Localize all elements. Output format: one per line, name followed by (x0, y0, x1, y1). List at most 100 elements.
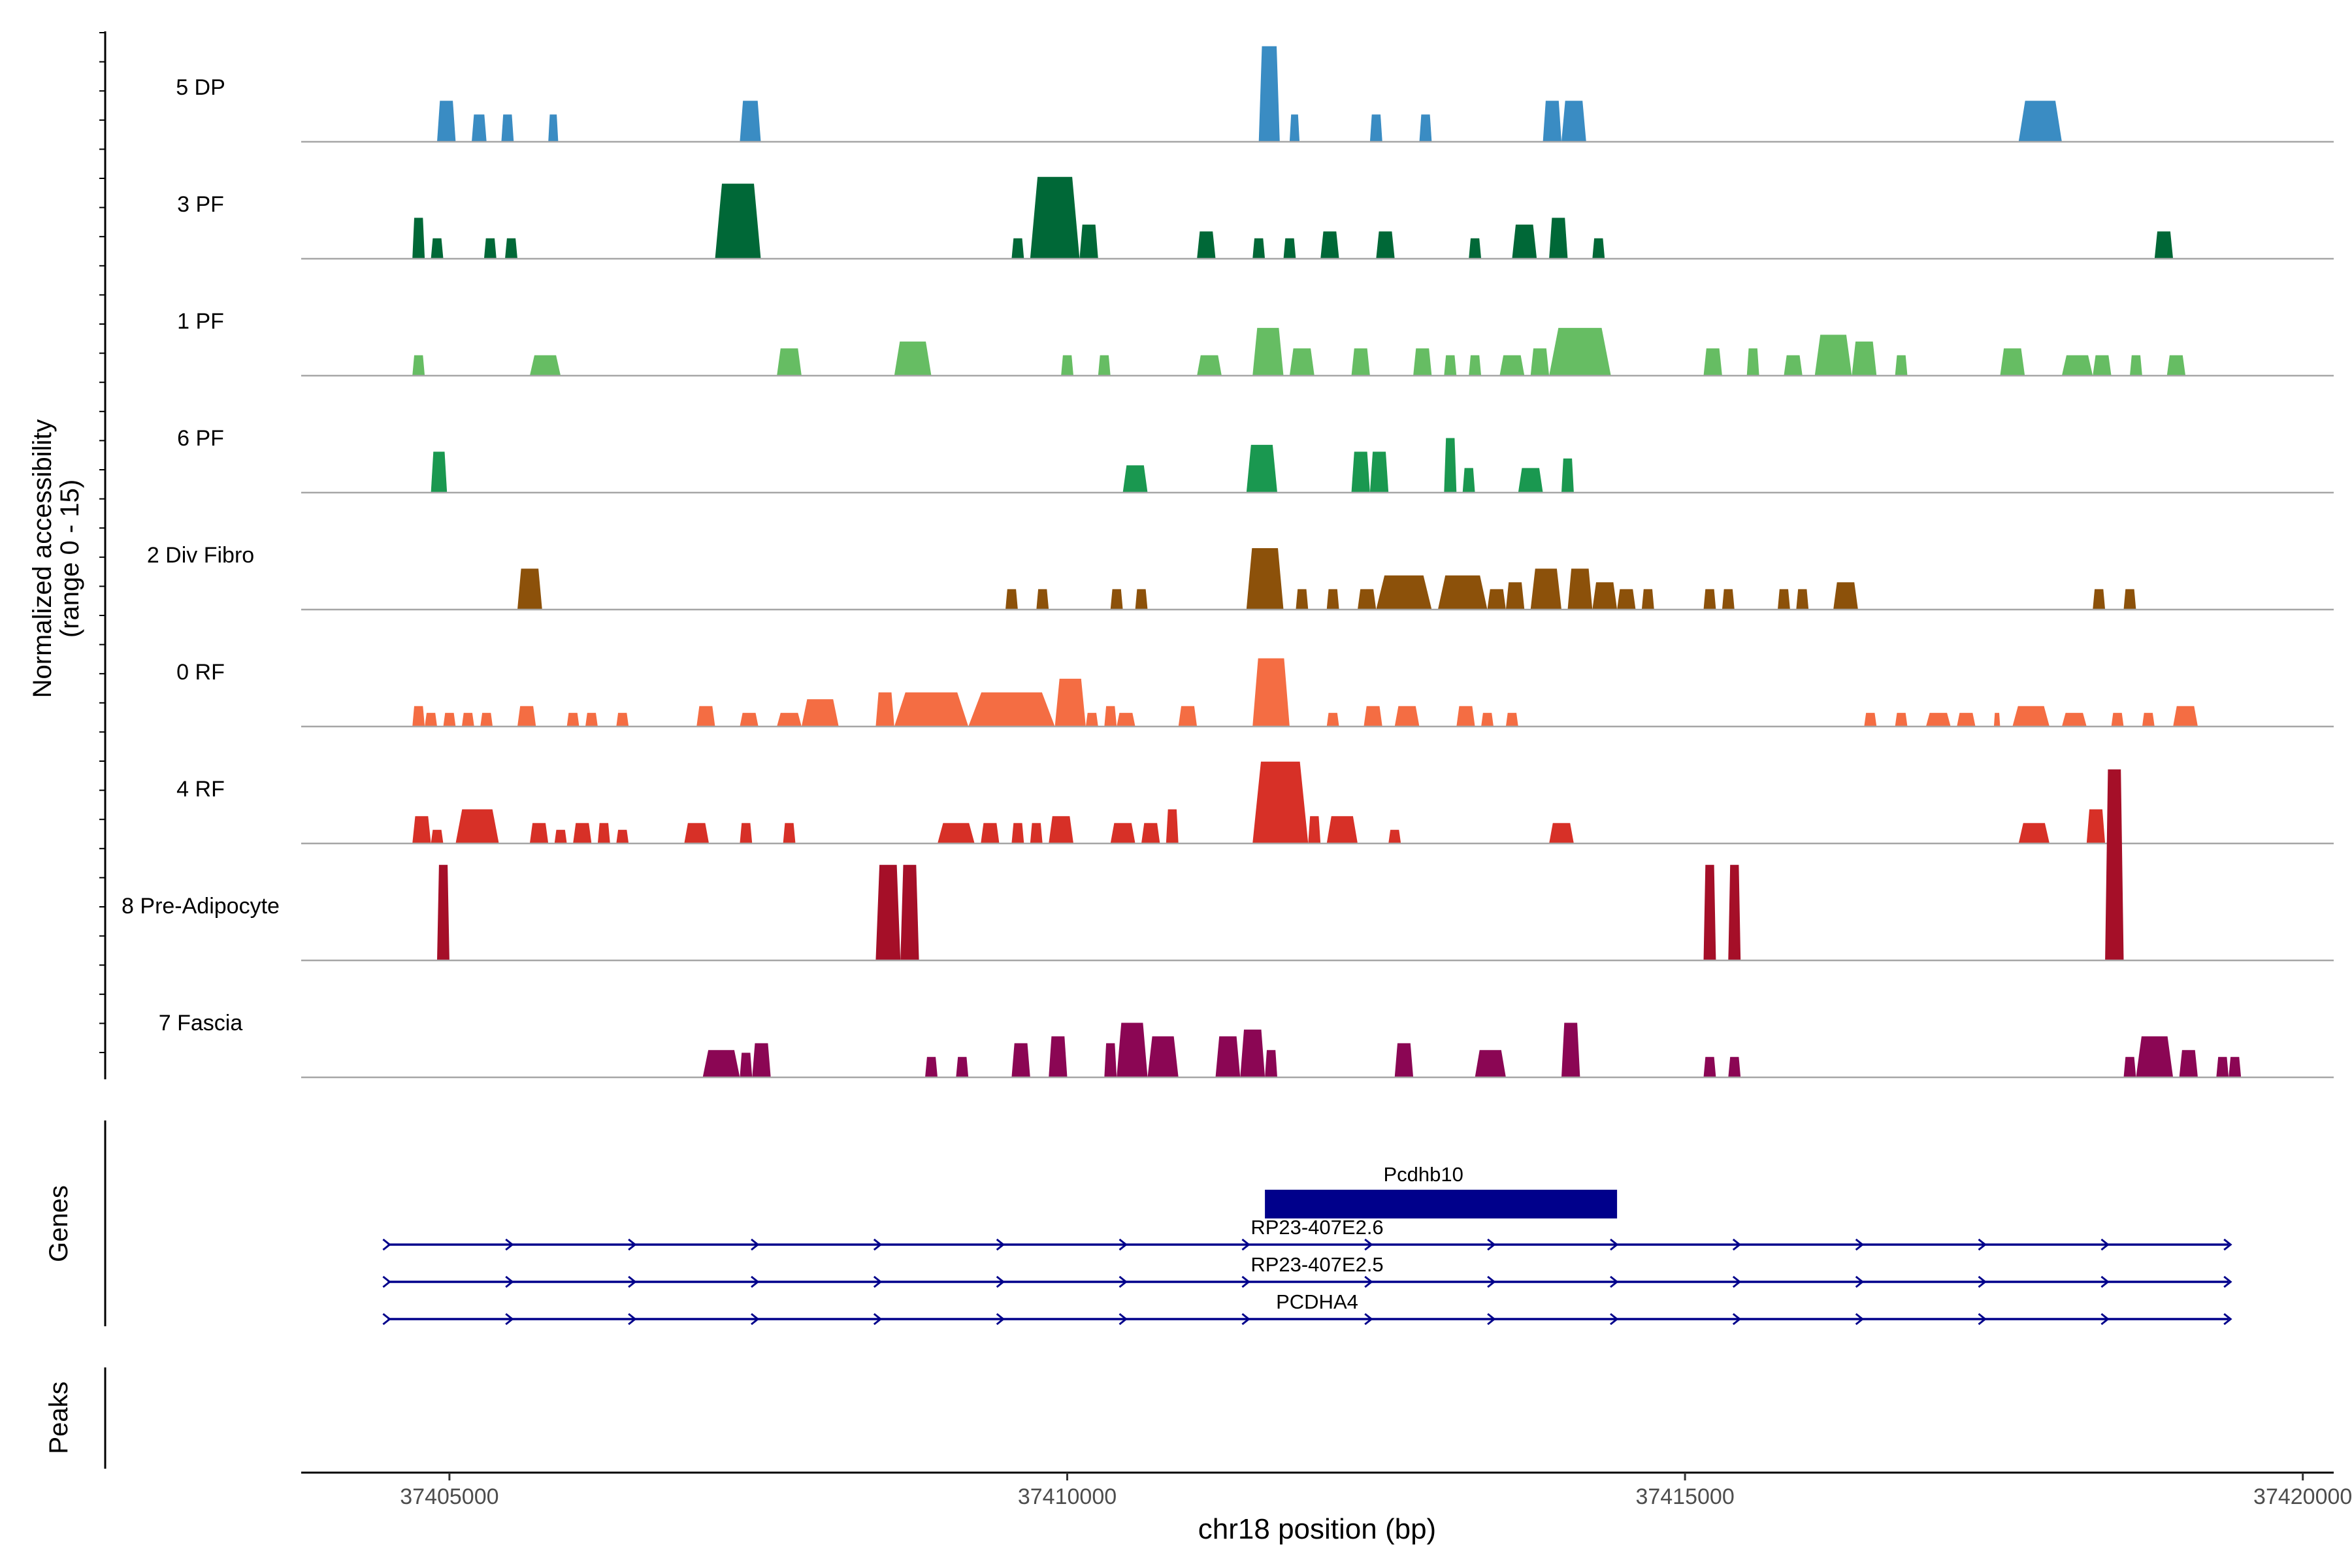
x-tick-label: 37420000 (2253, 1484, 2352, 1509)
coverage-peak (1005, 589, 1018, 610)
coverage-peak (505, 238, 517, 259)
coverage-peak (1728, 864, 1741, 960)
strand-arrow (2223, 1238, 2232, 1251)
strand-arrow (996, 1238, 1005, 1251)
coverage-peak (1561, 101, 1586, 142)
coverage-peak (1641, 589, 1654, 610)
coverage-peak (455, 809, 499, 843)
coverage-peak (1505, 582, 1525, 610)
strand-arrow (1978, 1275, 1987, 1288)
coverage-peak (1252, 761, 1309, 843)
strand-arrow (2100, 1313, 2110, 1326)
coverage-peak (529, 355, 561, 376)
strand-arrow (873, 1238, 883, 1251)
peaks-panel-label: Peaks (44, 1381, 73, 1454)
coverage-peak (2018, 101, 2062, 142)
strand-arrow (382, 1313, 391, 1326)
strand-arrow (1978, 1313, 1987, 1326)
coverage-peak (1530, 568, 1561, 610)
coverage-peak (1364, 706, 1382, 727)
coverage-peak (1326, 713, 1339, 727)
coverage-peak (1147, 1036, 1179, 1077)
coverage-peak (1178, 706, 1198, 727)
coverage-peak (2173, 706, 2198, 727)
coverage-peak (1054, 678, 1086, 727)
coverage-peak (2166, 355, 2186, 376)
coverage-peak (1993, 713, 2001, 727)
coverage-peak (2061, 713, 2087, 727)
coverage-peak (900, 864, 919, 960)
coverage-peak (443, 713, 456, 727)
strand-arrow (1364, 1313, 1373, 1326)
coverage-peak (412, 706, 425, 727)
coverage-peak (1567, 568, 1593, 610)
track-4: 6 PF (177, 426, 2334, 494)
track-9: 7 Fascia (159, 1011, 2334, 1079)
coverage-peak (1376, 575, 1432, 610)
coverage-peak (1895, 713, 1908, 727)
coverage-peak (968, 692, 1055, 727)
coverage-peak (1326, 589, 1339, 610)
coverage-peak (1703, 348, 1722, 376)
coverage-peak (554, 830, 567, 843)
x-axis-title: chr18 position (bp) (1198, 1513, 1436, 1545)
coverage-peak (517, 568, 542, 610)
coverage-peak (1469, 238, 1482, 259)
coverage-peak (431, 830, 444, 843)
track-label: 5 DP (176, 75, 225, 100)
coverage-peak (573, 823, 592, 843)
coverage-peak (777, 713, 802, 727)
x-tick-label: 37410000 (1018, 1484, 1117, 1509)
coverage-peak (412, 816, 431, 843)
coverage-peak (1011, 238, 1024, 259)
coverage-peak (740, 823, 753, 843)
coverage-peak (1110, 589, 1123, 610)
strand-arrow (505, 1313, 514, 1326)
gene-pcdha4: PCDHA4 (382, 1290, 2232, 1326)
coverage-peak (2229, 1056, 2242, 1077)
coverage-peak (597, 823, 610, 843)
coverage-peak (1369, 451, 1389, 493)
coverage-peak (1036, 589, 1049, 610)
coverage-peak (412, 355, 425, 376)
strand-arrow (1610, 1313, 1619, 1326)
coverage-peak (740, 713, 759, 727)
coverage-peak (437, 101, 456, 142)
coverage-peak (1110, 823, 1135, 843)
coverage-peak (875, 864, 901, 960)
coverage-peak (1444, 438, 1457, 493)
coverage-peak (616, 830, 629, 843)
coverage-peak (1289, 114, 1300, 142)
coverage-peak (1592, 582, 1618, 610)
coverage-peak (740, 1053, 753, 1077)
strand-arrow (751, 1238, 760, 1251)
track-1: 5 DP (176, 46, 2334, 143)
coverage-peak (801, 699, 839, 727)
y-axis-title: Normalized accessibility (28, 419, 57, 698)
track-8: 8 Pre-Adipocyte (122, 769, 2334, 962)
coverage-peak (1098, 355, 1111, 376)
coverage-peak (1462, 468, 1475, 493)
track-label: 8 Pre-Adipocyte (122, 894, 280, 919)
strand-arrow (1241, 1238, 1250, 1251)
coverage-peak (1320, 231, 1339, 259)
coverage-peak (1289, 348, 1315, 376)
coverage-peak (1530, 348, 1550, 376)
coverage-peak (1122, 465, 1148, 493)
track-5: 2 Div Fibro (147, 543, 2334, 611)
coverage-peak (1308, 816, 1321, 843)
x-axis-ticks: 37405000 37410000 37415000 37420000 (400, 1473, 2352, 1509)
track-label: 0 RF (176, 660, 225, 685)
coverage-peak (1512, 224, 1537, 259)
strand-arrow (2100, 1275, 2110, 1288)
strand-arrow (996, 1313, 1005, 1326)
x-tick-label: 37405000 (400, 1484, 498, 1509)
coverage-peak (431, 451, 448, 493)
coverage-peak (894, 692, 969, 727)
coverage-peak (1864, 713, 1877, 727)
coverage-peak (1030, 823, 1043, 843)
strand-arrow (1855, 1238, 1865, 1251)
coverage-peak (740, 101, 761, 142)
coverage-peak (2136, 1036, 2174, 1077)
strand-arrow (382, 1238, 391, 1251)
